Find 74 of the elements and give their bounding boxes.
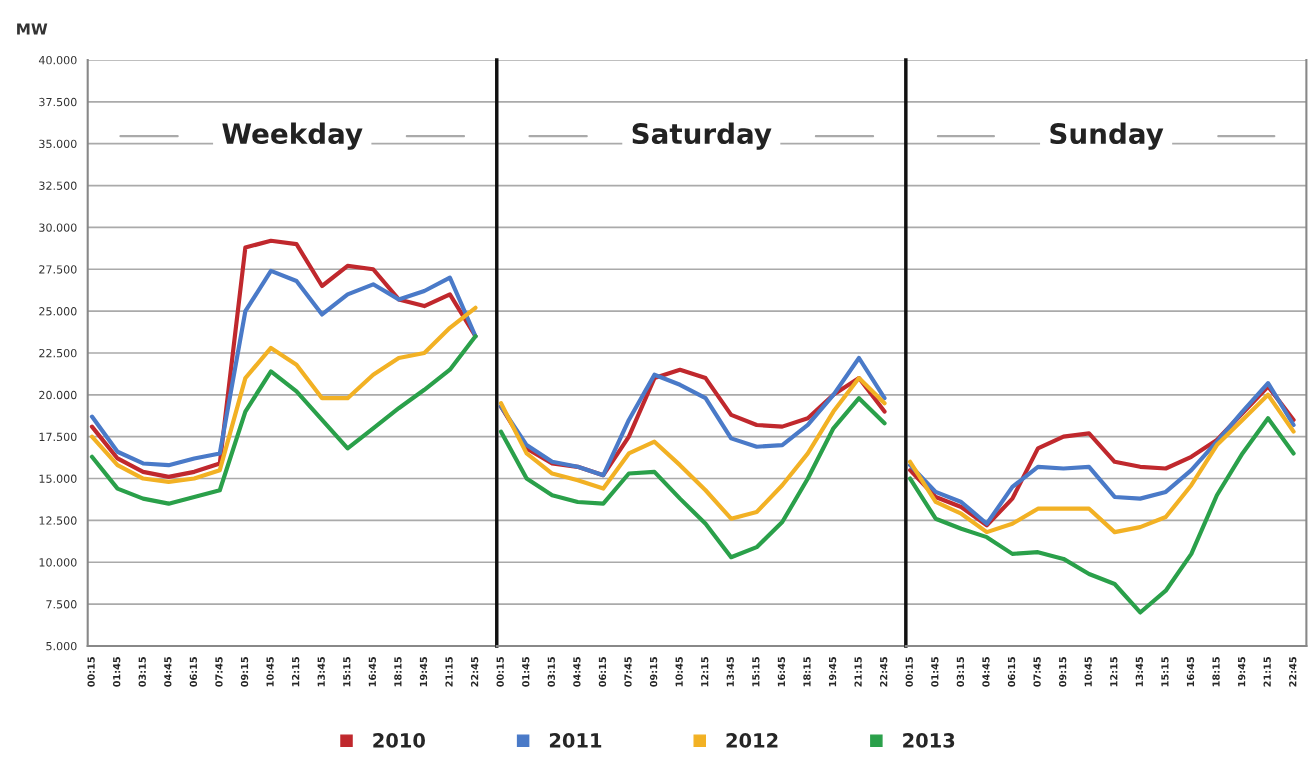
y-tick-label: 27.500: [39, 265, 77, 274]
x-tick-label: 12:15: [1110, 657, 1118, 687]
y-tick-label: 5.000: [46, 641, 77, 651]
y-tick-label: 20.000: [39, 390, 77, 400]
x-tick-label: 13:45: [726, 657, 734, 687]
annotation: Saturday: [632, 122, 772, 150]
x-tick-label: 06:15: [189, 657, 198, 687]
y-tick-label: 10.000: [39, 558, 77, 567]
x-tick-label: 07:45: [1033, 657, 1041, 687]
x-tick-label: 00:15: [905, 657, 913, 687]
x-tick-label: 18:15: [803, 657, 811, 687]
legend-label: 2013: [903, 733, 955, 748]
x-tick-label: 03:15: [956, 657, 965, 687]
y-tick-label: 32.500: [39, 181, 77, 190]
annotation: Weekday: [222, 122, 363, 150]
x-tick-label: 12:15: [291, 657, 300, 687]
legend-label: 2012: [726, 733, 778, 748]
x-tick-label: 09:15: [649, 657, 658, 687]
x-tick-label: 01:45: [522, 657, 530, 687]
x-tick-label: 03:15: [547, 657, 555, 687]
x-tick-label: 09:15: [240, 657, 249, 687]
y-tick-label: 40.000: [38, 55, 77, 65]
x-tick-label: 04:45: [164, 657, 172, 687]
x-tick-label: 16:45: [368, 657, 377, 687]
line-series: [89, 334, 478, 506]
x-tick-label: 07:45: [215, 657, 223, 687]
y-tick-label: 37.500: [39, 97, 77, 107]
line-series: [89, 268, 478, 468]
x-tick-label: 21:15: [1263, 657, 1271, 687]
y-tick-label: 25.000: [39, 307, 77, 316]
x-tick-label: 03:15: [138, 657, 146, 687]
y-tick-label: 17.500: [39, 432, 77, 442]
x-tick-label: 01:45: [931, 657, 939, 687]
legend-label: 2010: [373, 733, 425, 748]
x-tick-label: 10:45: [266, 657, 274, 687]
x-tick-label: 16:45: [1186, 657, 1195, 687]
y-tick-label: 7.500: [46, 600, 77, 609]
x-tick-label: 22:45: [880, 657, 888, 687]
x-tick-label: 18:15: [1212, 657, 1220, 687]
x-tick-label: 22:45: [1289, 657, 1297, 687]
x-tick-label: 09:15: [1058, 657, 1067, 687]
x-tick-label: 15:15: [1161, 657, 1169, 687]
annotation: Sunday: [1050, 122, 1164, 150]
legend-label: 2011: [549, 733, 602, 748]
x-tick-label: 00:15: [87, 657, 95, 687]
x-tick-label: 22:45: [470, 657, 479, 687]
x-tick-label: 06:15: [1007, 657, 1016, 687]
x-tick-label: 21:15: [445, 657, 453, 687]
x-tick-label: 01:45: [113, 657, 121, 687]
x-tick-label: 12:15: [701, 657, 709, 687]
line-series: [89, 305, 478, 484]
x-tick-label: 06:15: [598, 657, 607, 687]
x-tick-label: 16:45: [777, 657, 786, 687]
y-tick-label: 15.000: [39, 474, 77, 483]
x-tick-label: 21:15: [854, 657, 862, 687]
x-tick-label: 04:45: [573, 657, 581, 687]
y-tick-label: 12.500: [39, 516, 77, 525]
x-tick-label: 19:45: [419, 657, 428, 687]
x-tick-label: 18:15: [394, 657, 402, 687]
x-tick-label: 10:45: [675, 657, 683, 687]
x-tick-label: 13:45: [317, 657, 325, 687]
x-tick-label: 10:45: [1084, 657, 1092, 687]
y-tick-label: 30.000: [39, 223, 77, 232]
x-tick-label: 15:15: [752, 657, 760, 687]
y-tick-label: 35.000: [39, 139, 77, 149]
x-tick-label: 04:45: [982, 657, 990, 687]
x-tick-label: 15:15: [343, 657, 351, 687]
x-tick-label: 00:15: [496, 657, 504, 687]
x-tick-label: 19:45: [828, 657, 837, 687]
x-tick-label: 19:45: [1237, 657, 1246, 687]
y-axis-title: MW: [17, 23, 48, 35]
x-tick-label: 13:45: [1135, 657, 1144, 687]
y-tick-label: 22.500: [39, 348, 77, 358]
x-tick-label: 07:45: [624, 657, 632, 687]
